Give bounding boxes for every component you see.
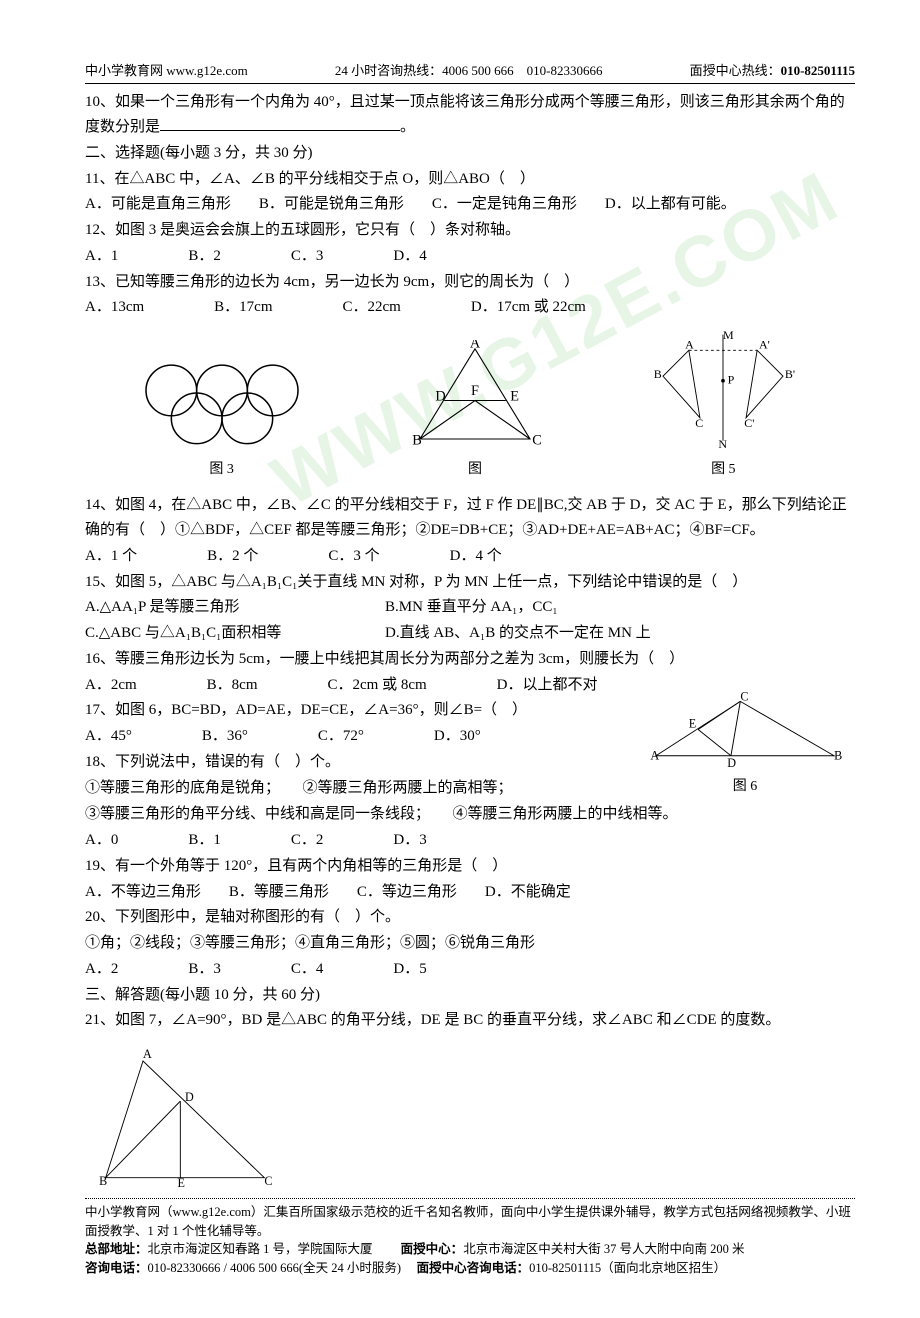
header-mid: 24 小时咨询热线：4006 500 666 010-82330666	[335, 60, 603, 81]
footer-line1: 中小学教育网（www.g12e.com）汇集百所国家级示范校的近千名知名教师，面…	[85, 1203, 855, 1241]
figure-row: 图 3 A B C D E F 图 M A	[85, 330, 855, 481]
svg-text:B: B	[654, 367, 662, 381]
header-right: 面授中心热线：010-82501115	[690, 60, 855, 81]
svg-text:E: E	[689, 717, 696, 731]
svg-text:P: P	[728, 373, 735, 387]
q20-s: ①角；②线段；③等腰三角形；④直角三角形；⑤圆；⑥锐角三角形	[85, 931, 855, 956]
q13: 13、已知等腰三角形的边长为 4cm，另一边长为 9cm，则它的周长为（ ）	[85, 270, 855, 295]
svg-text:A: A	[470, 340, 481, 352]
q19-options: A．不等边三角形B．等腰三角形C．等边三角形D．不能确定	[85, 880, 855, 905]
header-left: 中小学教育网 www.g12e.com	[85, 60, 248, 81]
svg-text:E: E	[510, 389, 519, 405]
q14: 14、如图 4，在△ABC 中，∠B、∠C 的平分线相交于 F，过 F 作 DE…	[85, 493, 855, 543]
q15-row2: C.△ABC 与△A₁B₁C₁面积相等D.直线 AB、A₁B 的交点不一定在 M…	[85, 621, 855, 646]
svg-text:D: D	[727, 756, 736, 767]
q11-options: A．可能是直角三角形B．可能是锐角三角形C．一定是钝角三角形D．以上都有可能。	[85, 192, 855, 217]
q14-options: A．1 个B．2 个C．3 个D．4 个	[85, 544, 855, 569]
svg-text:B: B	[834, 749, 842, 763]
figure-3: 图 3	[132, 355, 312, 481]
figure-7: A B C D E	[85, 1047, 855, 1196]
svg-text:B: B	[412, 433, 422, 449]
svg-text:A: A	[685, 338, 694, 352]
svg-text:C: C	[264, 1174, 272, 1187]
q20: 20、下列图形中，是轴对称图形的有（ ）个。	[85, 905, 855, 930]
page-header: 中小学教育网 www.g12e.com 24 小时咨询热线：4006 500 6…	[85, 60, 855, 84]
svg-text:C': C'	[745, 416, 755, 430]
svg-text:F: F	[471, 383, 479, 399]
figure-6: A B C D E 图 6	[635, 692, 855, 798]
svg-text:D: D	[435, 389, 445, 405]
section-3-title: 三、解答题(每小题 10 分，共 60 分)	[85, 983, 855, 1008]
q15-row1: A.△AA₁P 是等腰三角形B.MN 垂直平分 AA₁，CC₁	[85, 595, 855, 620]
q12-options: A．1B．2C．3D．4	[85, 244, 855, 269]
q19: 19、有一个外角等于 120°，且有两个内角相等的三角形是（ ）	[85, 854, 855, 879]
page-footer: 中小学教育网（www.g12e.com）汇集百所国家级示范校的近千名知名教师，面…	[85, 1203, 855, 1278]
svg-text:M: M	[723, 330, 734, 342]
q13-options: A．13cmB．17cmC．22cmD．17cm 或 22cm	[85, 295, 855, 320]
svg-text:B: B	[99, 1174, 107, 1187]
svg-text:C: C	[740, 692, 748, 703]
content: 10、如果一个三角形有一个内角为 40°，且过某一顶点能将该三角形分成两个等腰三…	[85, 90, 855, 1277]
q10: 10、如果一个三角形有一个内角为 40°，且过某一顶点能将该三角形分成两个等腰三…	[85, 90, 855, 140]
footer-line3: 咨询电话：010-82330666 / 4006 500 666(全天 24 小…	[85, 1259, 855, 1278]
figure-4: A B C D E F 图	[405, 340, 545, 481]
svg-text:E: E	[178, 1176, 185, 1187]
q20-options: A．2B．3C．4D．5	[85, 957, 855, 982]
svg-text:A: A	[650, 749, 659, 763]
svg-text:C: C	[696, 416, 704, 430]
section-2-title: 二、选择题(每小题 3 分，共 30 分)	[85, 141, 855, 166]
svg-text:N: N	[719, 437, 728, 450]
q11: 11、在△ABC 中，∠A、∠B 的平分线相交于点 O，则△ABO（ ）	[85, 167, 855, 192]
q15: 15、如图 5，△ABC 与△A₁B₁C₁关于直线 MN 对称，P 为 MN 上…	[85, 570, 855, 595]
q21: 21、如图 7，∠A=90°，BD 是△ABC 的角平分线，DE 是 BC 的垂…	[85, 1008, 855, 1033]
footer-line2: 总部地址：北京市海淀区知春路 1 号，学院国际大厦 面授中心：北京市海淀区中关村…	[85, 1240, 855, 1259]
q12: 12、如图 3 是奥运会会旗上的五球圆形，它只有（ ）条对称轴。	[85, 218, 855, 243]
q18-s2: ③等腰三角形的角平分线、中线和高是同一条线段； ④等腰三角形两腰上的中线相等。	[85, 802, 855, 827]
q18-options: A．0B．1C．2D．3	[85, 828, 855, 853]
svg-text:D: D	[185, 1090, 194, 1104]
svg-text:A: A	[143, 1047, 152, 1061]
svg-text:B': B'	[785, 367, 795, 381]
q16: 16、等腰三角形边长为 5cm，一腰上中线把其周长分为两部分之差为 3cm，则腰…	[85, 647, 855, 672]
svg-text:A': A'	[759, 338, 770, 352]
svg-text:C: C	[532, 433, 542, 449]
figure-5: M A A' B B' C C' P N 图 5	[638, 330, 808, 481]
